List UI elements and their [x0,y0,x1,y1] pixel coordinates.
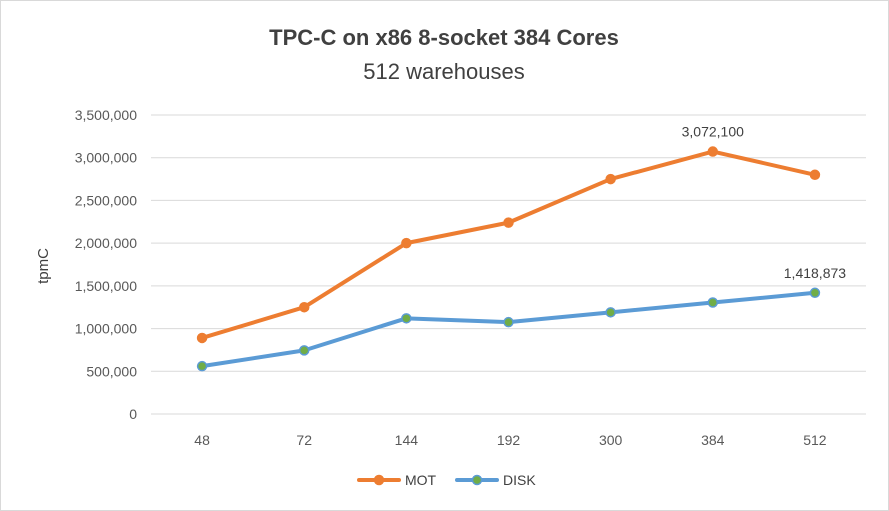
data-point-mot [401,237,412,249]
y-tick-label: 1,500,000 [75,278,137,294]
data-point-disk [707,297,719,308]
data-point-disk [196,360,208,372]
y-tick-label: 3,500,000 [75,107,137,123]
y-tick-label: 3,000,000 [75,150,137,166]
data-point-disk [503,316,514,328]
series-line-disk [200,290,817,369]
x-tick-label: 192 [497,432,521,448]
chart-subtitle: 512 warehouses [363,59,524,84]
data-point-mot [605,173,616,185]
legend: MOT DISK [357,472,536,488]
x-tick-label: 384 [701,432,725,448]
y-tick-label: 0 [129,406,137,422]
data-point-mot [707,146,719,157]
data-point-disk [809,287,821,299]
legend-label-disk: DISK [503,472,536,488]
data-point-mot [503,217,514,228]
data-label-mot: 3,072,100 [682,124,744,140]
x-tick-label: 144 [395,432,419,448]
x-tick-label: 512 [803,432,827,448]
y-axis-title: tpmC [35,248,52,284]
x-tick-label: 300 [599,432,623,448]
y-tick-label: 2,500,000 [75,192,137,208]
y-tick-label: 500,000 [86,363,137,379]
y-tick-label: 2,000,000 [75,235,137,251]
data-point-disk [298,345,310,356]
data-point-mot [809,169,821,181]
data-point-mot [298,301,310,313]
legend-marker-disk [471,474,483,486]
series-line-mot [200,149,817,340]
plot-area: 0 500,000 1,000,000 1,500,000 2,000,000 2,500… [75,107,866,448]
legend-marker-mot [373,474,385,486]
data-point-disk [401,313,412,324]
x-tick-label: 48 [194,432,210,448]
data-label-disk: 1,418,873 [784,265,846,281]
y-tick-label: 1,000,000 [75,321,137,337]
chart-title: TPC-C on x86 8-socket 384 Cores [269,25,619,50]
data-point-mot [196,332,208,344]
legend-label-mot: MOT [405,472,437,488]
data-point-disk [605,307,616,318]
x-tick-label: 72 [296,432,312,448]
